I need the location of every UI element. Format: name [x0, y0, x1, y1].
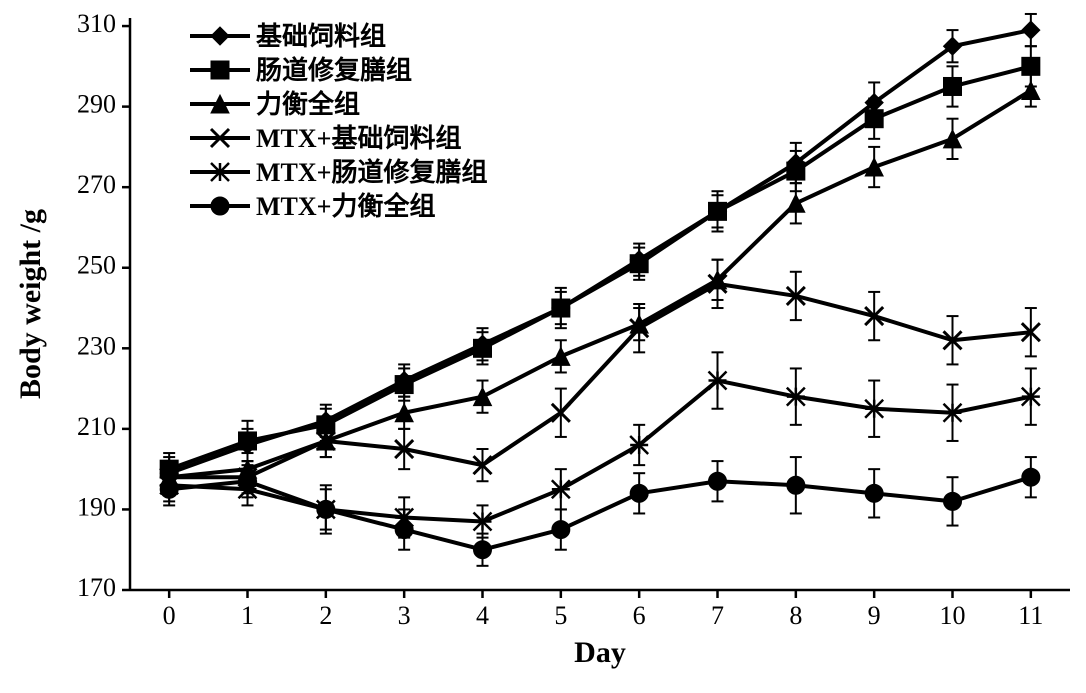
x-tick-label: 7: [711, 601, 724, 630]
x-tick-label: 5: [554, 601, 567, 630]
x-tick-label: 4: [476, 601, 489, 630]
legend-label: MTX+肠道修复膳组: [256, 157, 487, 187]
body-weight-chart: 170 190 210 230 250 270 290 310 0 1 2 3 4 5 6 7 8 9 10 11 Bo…: [0, 0, 1086, 693]
x-tick-label: 0: [163, 601, 176, 630]
y-axis-label: Body weight /g: [14, 209, 47, 399]
y-tick-label: 190: [77, 492, 116, 521]
y-tick-label: 290: [77, 90, 116, 119]
y-tick-label: 210: [77, 412, 116, 441]
x-tick-label: 3: [398, 601, 411, 630]
legend-label: 基础饲料组: [256, 21, 386, 51]
chart-svg: 170 190 210 230 250 270 290 310 0 1 2 3 4 5 6 7 8 9 10 11 Bo…: [0, 0, 1086, 693]
x-tick-label: 11: [1018, 601, 1043, 630]
x-tick-label: 2: [319, 601, 332, 630]
x-tick-label: 10: [940, 601, 966, 630]
x-axis-label: Day: [574, 636, 626, 669]
x-tick-label: 6: [633, 601, 646, 630]
x-tick-label: 9: [868, 601, 881, 630]
y-tick-label: 170: [77, 573, 116, 602]
y-tick-label: 270: [77, 170, 116, 199]
x-tick-label: 8: [789, 601, 802, 630]
y-tick-label: 310: [77, 9, 116, 38]
legend-label: 肠道修复膳组: [256, 55, 412, 85]
y-tick-label: 250: [77, 251, 116, 280]
legend-label: 力衡全组: [256, 89, 360, 119]
legend-label: MTX+基础饲料组: [256, 123, 461, 153]
x-tick-label: 1: [241, 601, 254, 630]
y-tick-label: 230: [77, 331, 116, 360]
legend-label: MTX+力衡全组: [256, 191, 435, 221]
